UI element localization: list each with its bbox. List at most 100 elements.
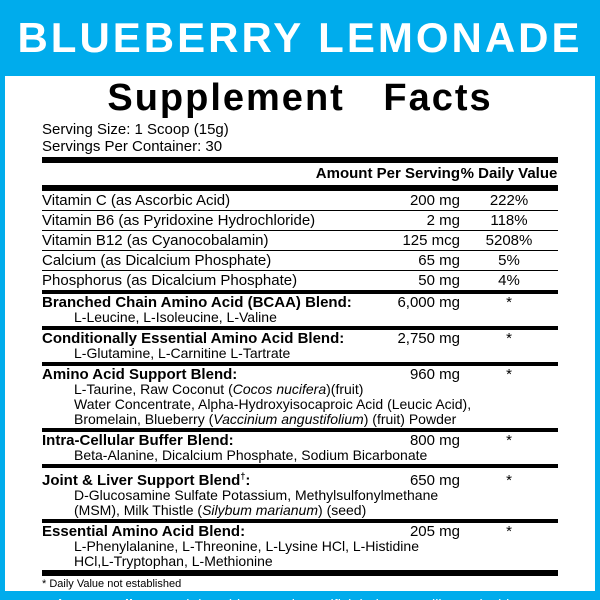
ingredient-name: Essential Amino Acid Blend: — [42, 524, 365, 539]
text-segment: Beta-Alanine, Dicalcium Phosphate, Sodiu… — [74, 447, 428, 463]
botanical-name: Cocos nucifera — [232, 381, 327, 397]
divider-bar-header — [42, 185, 558, 191]
text-segment: HCl,L-Tryptophan, L-Methionine — [74, 553, 273, 569]
other-ingredients-footer: Other Ingredients: Citric Acid, Natural … — [0, 591, 600, 600]
table-header: Amount Per Serving % Daily Value — [42, 163, 558, 183]
divider-bar-top — [42, 157, 558, 163]
sub-ingredient-line: Water Concentrate, Alpha-Hydroxyisocapro… — [42, 397, 558, 412]
amount-per-serving-value: 650 mg — [409, 472, 460, 489]
ingredient-name: Calcium (as Dicalcium Phosphate) — [42, 252, 365, 269]
text-segment: Conditionally Essential Amino Acid Blend… — [42, 330, 345, 347]
sub-ingredient-line: D-Glucosamine Sulfate Potassium, Methyls… — [42, 488, 558, 503]
text-segment: Vitamin B12 (as Cyanocobalamin) — [42, 232, 269, 249]
text-segment: (MSM), Milk Thistle ( — [74, 502, 203, 518]
botanical-name: Vaccinium angustifolium — [213, 411, 364, 427]
text-segment: Intra-Cellular Buffer Blend: — [42, 432, 234, 449]
row-main-line: Branched Chain Amino Acid (BCAA) Blend: 6… — [42, 295, 558, 310]
other-ingredients-text: Citric Acid, Natural & Artificial Flavor… — [42, 598, 522, 600]
ingredient-name: Vitamin B6 (as Pyridoxine Hydrochloride) — [42, 212, 365, 229]
botanical-name: Silybum marianum — [202, 502, 319, 518]
facts-panel: Supplement Facts Serving Size: 1 Scoop (… — [5, 76, 595, 591]
daily-value-percent: * — [506, 330, 512, 347]
ingredient-name: Intra-Cellular Buffer Blend: — [42, 433, 365, 448]
text-segment: : — [245, 472, 251, 489]
text-segment: ) (fruit) Powder — [363, 411, 457, 427]
row-main-line: Conditionally Essential Amino Acid Blend… — [42, 331, 558, 346]
ingredient-name: Vitamin C (as Ascorbic Acid) — [42, 192, 365, 209]
row-main-line: Intra-Cellular Buffer Blend: 800 mg * — [42, 433, 558, 448]
daily-value-percent: * — [506, 366, 512, 383]
other-ingredients-line: Other Ingredients: Citric Acid, Natural … — [42, 598, 558, 600]
text-segment: Water Concentrate, Alpha-Hydroxyisocapro… — [74, 396, 472, 412]
text-segment: Phosphorus (as Dicalcium Phosphate) — [42, 272, 298, 289]
daily-value-footnote: * Daily Value not established — [42, 578, 182, 590]
daily-value-percent: 4% — [498, 272, 520, 289]
nutrient-row: Calcium (as Dicalcium Phosphate) 65 mg 5% — [42, 250, 558, 270]
ingredient-name: Joint & Liver Support Blend†: — [42, 469, 365, 488]
sub-ingredient-line: HCl,L-Tryptophan, L-Methionine — [42, 554, 558, 569]
text-segment: Branched Chain Amino Acid (BCAA) Blend: — [42, 294, 352, 311]
row-main-line: Phosphorus (as Dicalcium Phosphate) 50 mg… — [42, 272, 558, 289]
daily-value-percent: 118% — [490, 212, 528, 229]
flavor-name: BLUEBERRY LEMONADE — [17, 14, 583, 61]
column-header-amount: Amount Per Serving — [315, 165, 460, 182]
nutrient-row: Phosphorus (as Dicalcium Phosphate) 50 mg… — [42, 270, 558, 290]
daily-value-percent: * — [506, 523, 512, 540]
column-header-daily-value: % Daily Value — [460, 165, 558, 182]
text-segment: L-Glutamine, L-Carnitine L-Tartrate — [74, 345, 291, 361]
sub-ingredient-line: L-Leucine, L-Isoleucine, L-Valine — [42, 310, 558, 325]
divider-bar-bottom — [42, 570, 558, 576]
row-main-line: Vitamin C (as Ascorbic Acid) 200 mg 222% — [42, 192, 558, 209]
sub-ingredient-line: (MSM), Milk Thistle (Silybum marianum) (… — [42, 503, 558, 518]
text-segment: Vitamin B6 (as Pyridoxine Hydrochloride) — [42, 212, 316, 229]
amount-per-serving-value: 2,750 mg — [397, 330, 460, 347]
daily-value-percent: 5208% — [485, 232, 533, 249]
sub-ingredient-line: Bromelain, Blueberry (Vaccinium angustif… — [42, 412, 558, 427]
amount-per-serving-value: 200 mg — [409, 192, 460, 209]
ingredient-name: Amino Acid Support Blend: — [42, 367, 365, 382]
text-segment: )(fruit) — [326, 381, 364, 397]
ingredient-name: Phosphorus (as Dicalcium Phosphate) — [42, 272, 365, 289]
text-segment: † — [240, 471, 246, 481]
text-segment: Bromelain, Blueberry ( — [74, 411, 214, 427]
blend-row: Intra-Cellular Buffer Blend: 800 mg * Beta-… — [42, 428, 558, 464]
daily-value-percent: * — [506, 294, 512, 311]
facts-rows: Vitamin C (as Ascorbic Acid) 200 mg 222% Vi… — [42, 191, 558, 570]
blend-row: Amino Acid Support Blend: 960 mg * L-Taurin… — [42, 362, 558, 428]
amount-per-serving-value: 800 mg — [409, 432, 460, 449]
sub-ingredient-line: L-Phenylalanine, L-Threonine, L-Lysine H… — [42, 539, 558, 554]
blend-row: Conditionally Essential Amino Acid Blend… — [42, 326, 558, 362]
supplement-facts-title: Supplement Facts — [107, 77, 493, 119]
serving-size: Serving Size: 1 Scoop (15g) — [42, 121, 229, 138]
amount-per-serving-value: 65 mg — [418, 252, 460, 269]
sub-ingredient-line: L-Taurine, Raw Coconut (Cocos nucifera)(… — [42, 382, 558, 397]
nutrient-row: Vitamin B12 (as Cyanocobalamin) 125 mcg 52… — [42, 230, 558, 250]
ingredient-name: Vitamin B12 (as Cyanocobalamin) — [42, 232, 365, 249]
blend-row: Joint & Liver Support Blend†: 650 mg * D-Gl… — [42, 464, 558, 519]
nutrient-row: Vitamin B6 (as Pyridoxine Hydrochloride)… — [42, 210, 558, 230]
daily-value-percent: * — [506, 432, 512, 449]
blend-row: Branched Chain Amino Acid (BCAA) Blend: 6… — [42, 290, 558, 326]
row-main-line: Vitamin B6 (as Pyridoxine Hydrochloride)… — [42, 212, 558, 229]
row-main-line: Amino Acid Support Blend: 960 mg * — [42, 367, 558, 382]
amount-per-serving-value: 50 mg — [418, 272, 460, 289]
row-main-line: Essential Amino Acid Blend: 205 mg * — [42, 524, 558, 539]
text-segment: Essential Amino Acid Blend: — [42, 523, 246, 540]
text-segment: L-Taurine, Raw Coconut ( — [74, 381, 233, 397]
text-segment: D-Glucosamine Sulfate Potassium, Methyls… — [74, 487, 439, 503]
nutrient-row: Vitamin C (as Ascorbic Acid) 200 mg 222% — [42, 191, 558, 210]
blend-row: Essential Amino Acid Blend: 205 mg * L-Phen… — [42, 519, 558, 570]
text-segment: L-Phenylalanine, L-Threonine, L-Lysine H… — [74, 538, 419, 554]
amount-per-serving-value: 6,000 mg — [397, 294, 460, 311]
daily-value-percent: 222% — [489, 192, 529, 209]
text-segment: L-Leucine, L-Isoleucine, L-Valine — [74, 309, 277, 325]
flavor-banner: BLUEBERRY LEMONADE — [0, 0, 600, 76]
sub-ingredient-line: L-Glutamine, L-Carnitine L-Tartrate — [42, 346, 558, 361]
other-ingredients-label: Other Ingredients: — [42, 598, 168, 600]
sub-ingredient-line: Beta-Alanine, Dicalcium Phosphate, Sodiu… — [42, 448, 558, 463]
servings-per-container: Servings Per Container: 30 — [42, 138, 223, 155]
row-main-line: Joint & Liver Support Blend†: 650 mg * — [42, 469, 558, 488]
ingredient-name: Conditionally Essential Amino Acid Blend… — [42, 331, 365, 346]
ingredient-name: Branched Chain Amino Acid (BCAA) Blend: — [42, 295, 365, 310]
